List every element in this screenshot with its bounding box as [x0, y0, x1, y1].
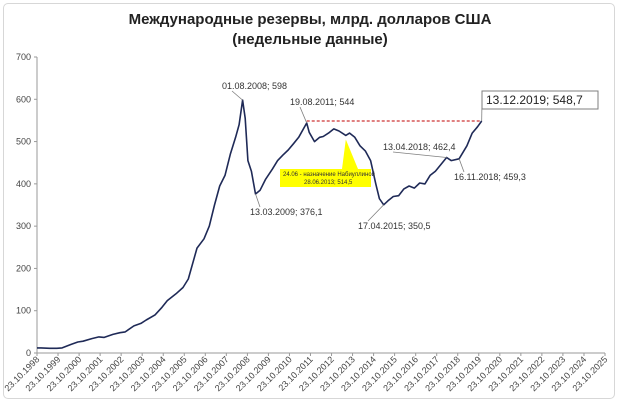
- annotation-leader: [367, 204, 385, 222]
- x-axis: 23.10.199823.10.199923.10.200023.10.2001…: [2, 352, 609, 393]
- annotation-label: 13.04.2018; 462,4: [383, 142, 456, 152]
- y-axis: 0 100 200 300 400 500 600 700: [16, 52, 38, 358]
- annotation-leader: [392, 151, 447, 158]
- y-tick-label: 200: [16, 263, 31, 273]
- callout-triangle: [342, 139, 358, 169]
- callout-box: [280, 169, 371, 187]
- chart-frame: [3, 3, 615, 399]
- y-tick-label: 300: [16, 221, 31, 231]
- y-tick-label: 400: [16, 179, 31, 189]
- y-tick-label: 0: [26, 348, 31, 358]
- chart-subtitle: (недельные данные): [232, 31, 388, 48]
- annotation-leader: [458, 158, 465, 173]
- chart-title: Международные резервы, млрд. долларов СШ…: [129, 11, 492, 28]
- annotation-leader: [255, 193, 261, 208]
- callout-line2: 28.06.2013; 514,5: [304, 180, 353, 186]
- annotation-leader: [231, 90, 243, 101]
- series-line-reserves: [37, 99, 483, 350]
- y-tick-label: 500: [16, 137, 31, 147]
- callout: 24.06 - назначение Набиуллиной 28.06.201…: [280, 139, 375, 187]
- annotation-label: 13.03.2009; 376,1: [250, 207, 323, 217]
- callout-line1: 24.06 - назначение Набиуллиной: [283, 171, 375, 178]
- y-tick-label: 100: [16, 306, 31, 316]
- y-tick-label: 700: [16, 52, 31, 62]
- annotation-leader: [299, 106, 308, 124]
- annotation-label: 17.04.2015; 350,5: [358, 221, 431, 231]
- annotation-label: 16.11.2018; 459,3: [454, 172, 526, 182]
- y-tick-label: 600: [16, 94, 31, 104]
- annotation-label: 19.08.2011; 544: [290, 97, 354, 107]
- annotation-label: 13.12.2019; 548,7: [486, 93, 583, 107]
- annotation-label: 01.08.2008; 598: [222, 81, 287, 91]
